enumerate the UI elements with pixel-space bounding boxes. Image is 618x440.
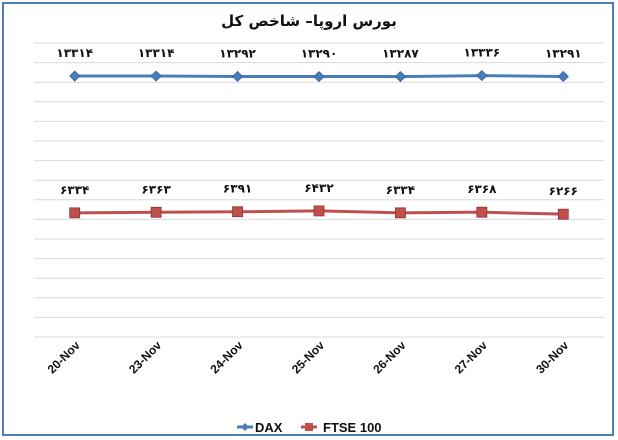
x-tick-label: 26-Nov (370, 338, 408, 376)
data-point (476, 70, 488, 82)
gridlines (34, 42, 604, 338)
data-label: ۱۳۳۳۶ (464, 46, 501, 60)
data-point (313, 205, 325, 217)
x-axis-tick-labels: 20-Nov 23-Nov 24-Nov 25-Nov 26-Nov 27-Nov 30-N… (45, 338, 572, 376)
data-point (69, 70, 81, 82)
data-label: ۶۳۶۳ (141, 182, 171, 196)
series-markers (69, 70, 569, 220)
data-label: ۱۳۳۱۴ (138, 46, 175, 60)
data-label: ۶۳۳۴ (386, 183, 415, 197)
legend-marker (241, 423, 249, 431)
data-label: ۱۳۲۹۰ (301, 47, 338, 61)
x-tick-label: 25-Nov (289, 338, 327, 376)
data-label: ۶۳۶۸ (467, 182, 497, 196)
data-point (557, 208, 569, 220)
chart-title: بورس اروپا– شاخص کل (221, 12, 397, 31)
data-label: ۱۳۳۱۴ (56, 46, 93, 60)
data-point (69, 207, 81, 219)
data-point (394, 71, 406, 83)
data-labels: ۱۳۳۱۴ ۱۳۳۱۴ ۱۳۲۹۲ ۱۳۲۹۰ ۱۳۲۸۷ ۱۳۳۳۶ ۱۳۲۹۱ ۶۳۳۴ ۶… (56, 46, 581, 199)
x-tick-label: 20-Nov (45, 338, 83, 376)
data-point (232, 70, 244, 83)
data-point (232, 206, 243, 218)
legend: DAX FTSE 100 (237, 420, 382, 435)
data-label: ۶۳۳۴ (60, 183, 89, 197)
data-point (476, 206, 488, 218)
x-tick-label: 23-Nov (126, 338, 164, 376)
data-point (395, 207, 406, 219)
x-tick-label: 27-Nov (452, 338, 490, 376)
legend-label: FTSE 100 (323, 420, 382, 435)
data-point (313, 70, 325, 83)
x-tick-label: 30-Nov (533, 338, 571, 376)
x-tick-label: 24-Nov (207, 338, 245, 376)
data-point (557, 70, 569, 83)
legend-label: DAX (255, 420, 283, 435)
data-label: ۶۴۳۲ (304, 181, 334, 195)
data-label: ۱۳۲۹۲ (219, 46, 256, 60)
data-label: ۶۳۹۱ (223, 182, 252, 196)
data-label: ۱۳۲۸۷ (382, 47, 419, 61)
legend-marker (305, 423, 313, 431)
data-point (150, 70, 162, 82)
data-label: ۶۲۶۶ (549, 184, 578, 198)
data-label: ۱۳۲۹۱ (545, 46, 582, 60)
data-point (150, 206, 162, 218)
